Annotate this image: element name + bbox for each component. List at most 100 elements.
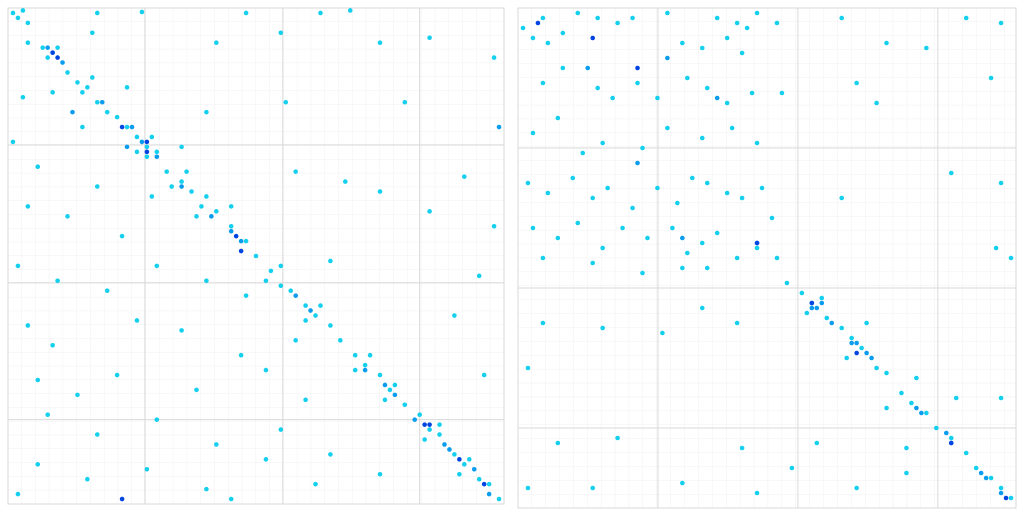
point (620, 225, 625, 231)
point (854, 80, 859, 86)
point (55, 55, 60, 60)
point (680, 480, 685, 486)
point (129, 124, 135, 130)
point (491, 223, 497, 229)
scatter-panel (7, 7, 505, 505)
point (94, 99, 100, 105)
point (114, 114, 120, 120)
point (998, 485, 1004, 491)
point (70, 109, 75, 115)
point (665, 125, 670, 131)
point (154, 263, 160, 269)
point (640, 145, 645, 151)
point (884, 40, 889, 46)
point (412, 417, 418, 422)
point (540, 15, 546, 21)
point (749, 90, 755, 96)
point (233, 233, 239, 239)
point (50, 50, 55, 55)
point (729, 125, 735, 131)
point (347, 8, 353, 13)
point (164, 169, 170, 174)
point (209, 214, 214, 219)
point (530, 35, 536, 41)
point (545, 190, 551, 196)
point (655, 95, 660, 101)
point (35, 377, 41, 383)
point (699, 305, 705, 311)
point (839, 195, 844, 201)
point (114, 372, 120, 378)
point (422, 437, 427, 442)
point (338, 338, 343, 343)
point (10, 10, 16, 16)
point (85, 85, 90, 90)
point (90, 30, 95, 36)
point (377, 40, 383, 46)
point (665, 10, 670, 16)
point (462, 462, 467, 467)
point (525, 365, 531, 371)
point (754, 140, 760, 146)
point (15, 263, 21, 269)
point (973, 465, 979, 471)
point (635, 65, 640, 71)
point (739, 445, 745, 451)
point (124, 124, 130, 130)
point (144, 154, 150, 160)
point (525, 180, 531, 186)
point (739, 195, 745, 201)
point (685, 75, 690, 81)
point (263, 367, 269, 373)
point (615, 20, 620, 26)
point (849, 340, 854, 346)
point (904, 470, 909, 476)
point (864, 350, 869, 356)
point (724, 35, 730, 41)
point (699, 45, 705, 51)
point (243, 238, 249, 244)
point (754, 245, 760, 251)
point (452, 452, 457, 457)
point (328, 452, 333, 457)
point (570, 175, 576, 181)
point (699, 240, 705, 246)
point (169, 184, 174, 189)
point (45, 412, 50, 418)
point (615, 435, 620, 441)
point (948, 435, 954, 441)
point (308, 308, 313, 313)
point (94, 432, 100, 437)
point (799, 290, 805, 296)
point (303, 303, 308, 308)
point (769, 215, 775, 221)
point (452, 313, 457, 318)
point (65, 70, 70, 75)
point (824, 315, 830, 321)
point (80, 90, 85, 95)
point (540, 80, 546, 86)
point (352, 367, 358, 373)
scatter-panel (517, 7, 1017, 509)
point (486, 481, 492, 487)
point (630, 15, 635, 21)
point (739, 50, 745, 56)
point (774, 255, 780, 261)
point (585, 65, 591, 71)
point (530, 225, 536, 231)
point (734, 320, 740, 326)
point (998, 395, 1004, 401)
point (75, 80, 80, 85)
point (854, 350, 859, 356)
point (590, 485, 595, 491)
point (854, 340, 859, 346)
point (819, 300, 825, 306)
point (914, 375, 919, 381)
point (392, 382, 398, 388)
point (789, 465, 795, 471)
point (367, 352, 373, 358)
point (15, 491, 21, 497)
point (884, 370, 889, 376)
point (417, 412, 422, 418)
point (680, 235, 685, 241)
